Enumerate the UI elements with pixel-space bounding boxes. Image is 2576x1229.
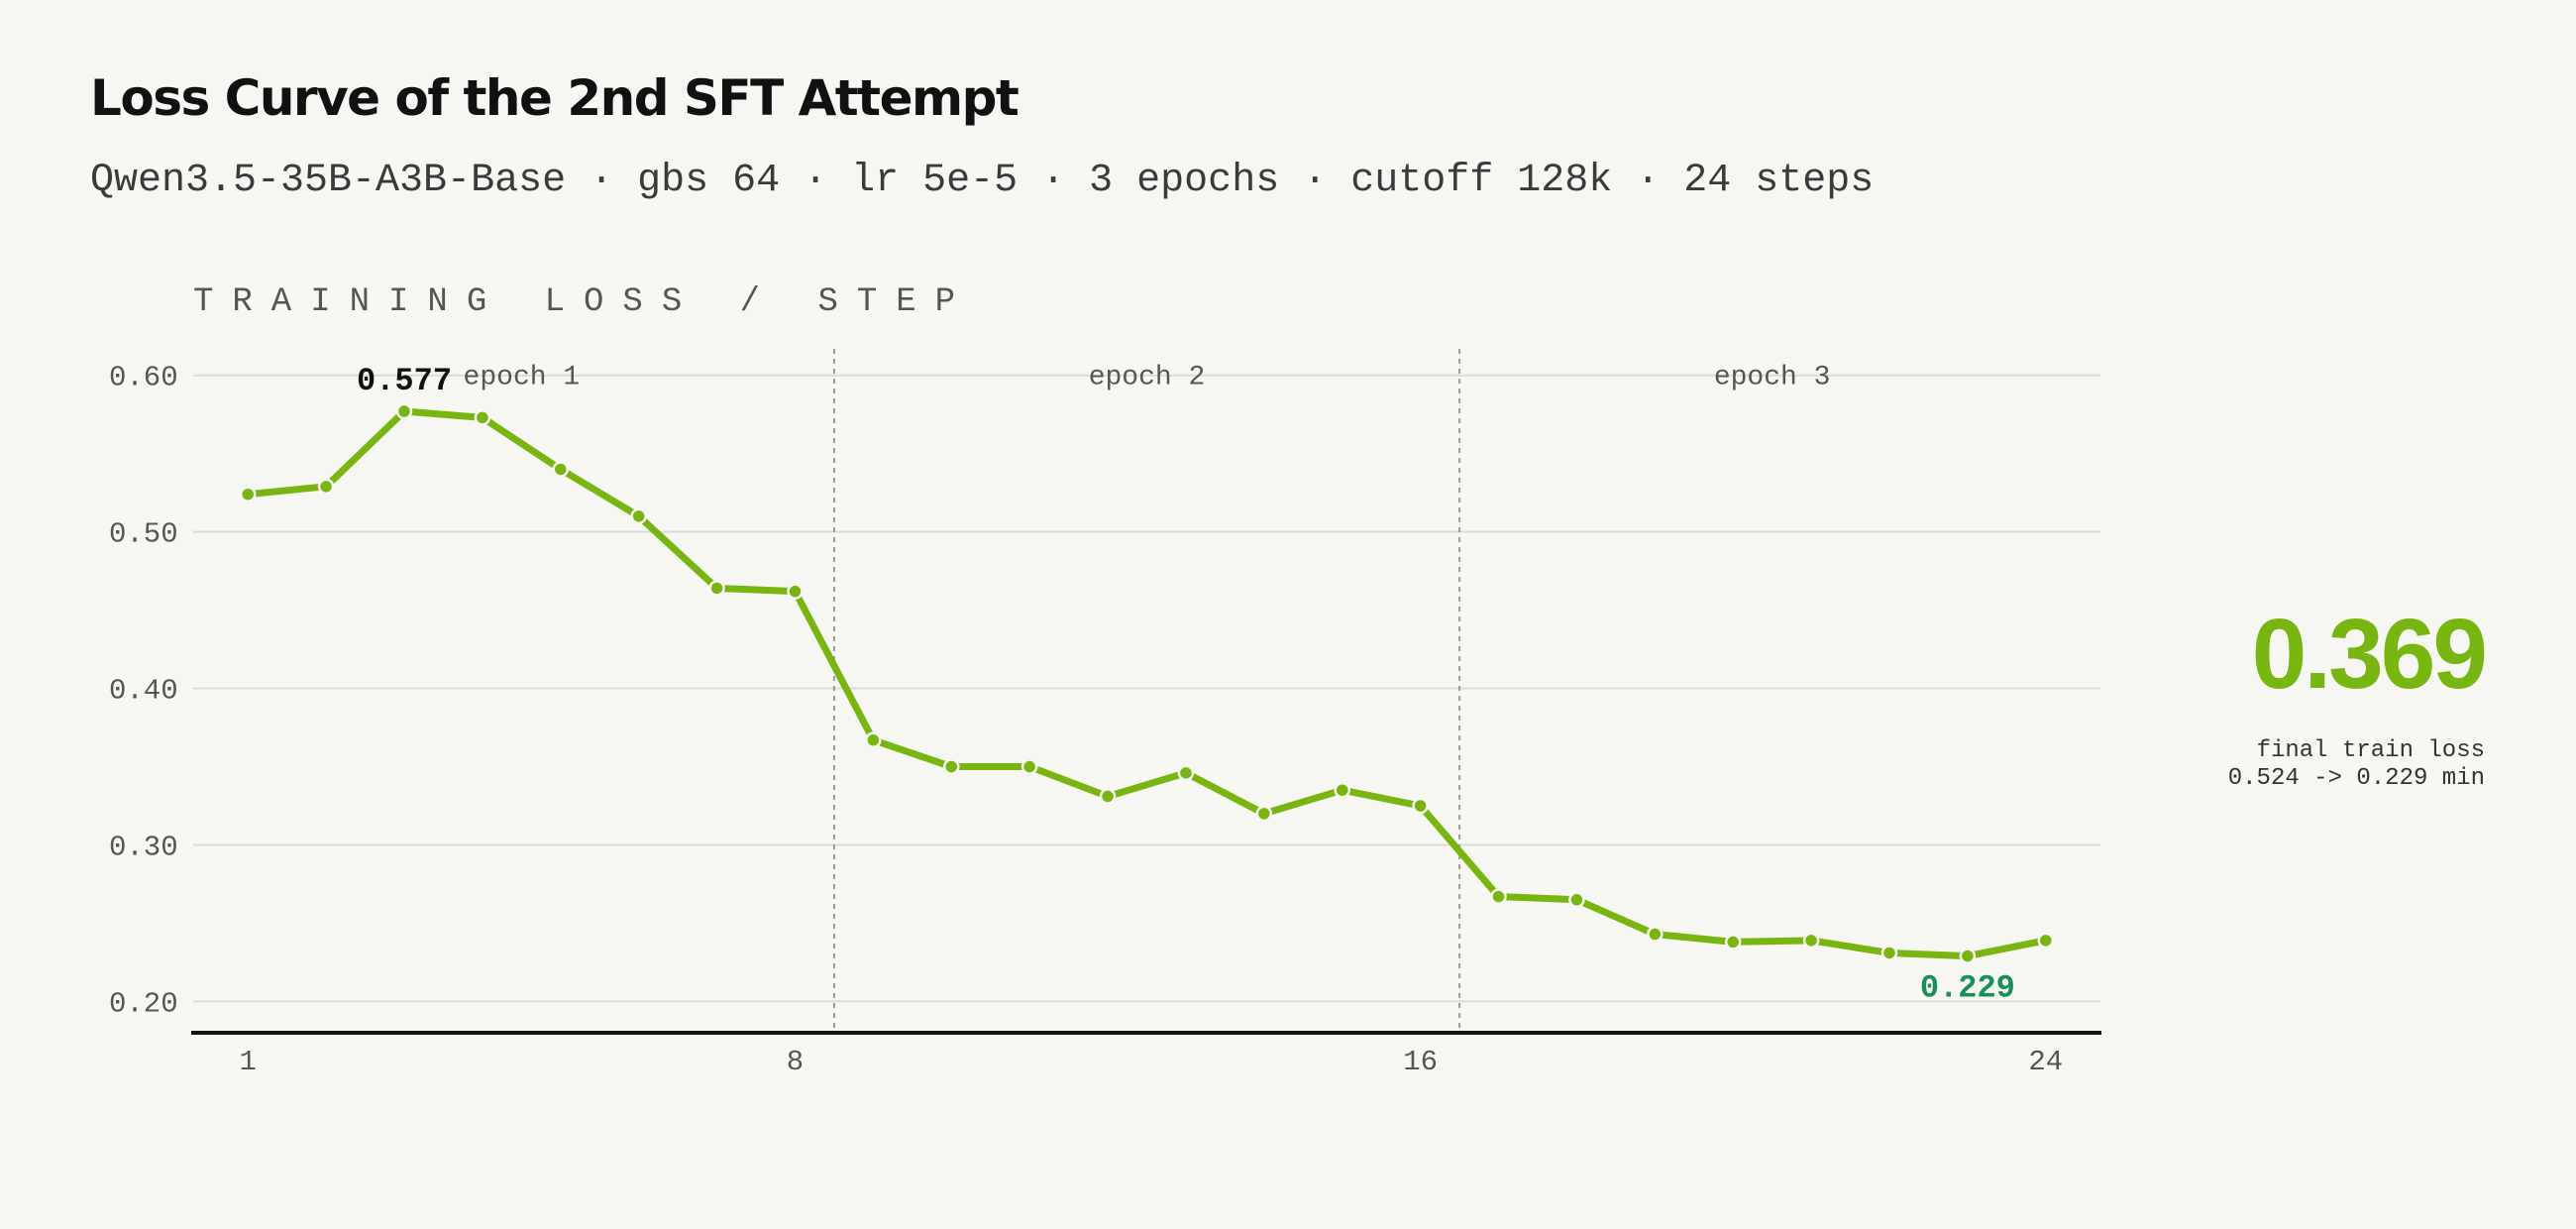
x-tick-label: 16 — [1403, 1046, 1438, 1078]
loss-point — [1568, 891, 1585, 909]
chart-section-label: TRAINING LOSS / STEP — [193, 283, 975, 321]
loss-point — [1255, 805, 1273, 823]
y-tick-label: 0.20 — [109, 987, 178, 1020]
chart-labels: 0.60 0.50 0.40 0.30 0.20 epoch 1 epoch 2 epoch … — [109, 362, 2063, 1078]
loss-point — [708, 580, 725, 597]
chart-title: Loss Curve of the 2nd SFT Attempt — [90, 69, 1020, 127]
loss-point — [2037, 932, 2055, 950]
loss-point — [1490, 888, 1507, 905]
loss-range-detail: 0.524 -> 0.229 min — [2227, 765, 2485, 792]
x-tick-label: 8 — [787, 1046, 804, 1078]
loss-point — [1412, 797, 1429, 815]
loss-point — [552, 461, 570, 478]
loss-point — [239, 486, 257, 503]
y-tick-label: 0.30 — [109, 831, 178, 863]
chart-subtitle: Qwen3.5-35B-A3B-Base · gbs 64 · lr 5e-5 … — [90, 159, 1875, 203]
loss-point — [943, 758, 960, 775]
summary-panel: 0.369 final train loss 0.524 -> 0.229 mi… — [2227, 599, 2488, 793]
min-loss-label: 0.229 — [1920, 970, 2015, 1007]
final-loss-caption: final train loss — [2256, 737, 2485, 764]
epoch-dividers — [832, 349, 1461, 1033]
loss-point — [865, 731, 882, 748]
loss-point — [474, 409, 491, 426]
x-tick-label: 1 — [240, 1046, 257, 1078]
loss-point — [1099, 788, 1117, 805]
loss-point — [1334, 781, 1350, 799]
x-tick-label: 24 — [2028, 1046, 2063, 1078]
loss-point — [1177, 764, 1195, 782]
loss-series — [239, 402, 2055, 964]
loss-point — [317, 478, 335, 496]
epoch-label: epoch 1 — [464, 363, 581, 393]
loss-point — [787, 583, 804, 600]
loss-point — [1724, 934, 1742, 950]
final-loss-value: 0.369 — [2251, 599, 2488, 710]
loss-point — [1802, 932, 1820, 950]
grid-lines — [193, 374, 2100, 1003]
loss-point — [1880, 945, 1898, 961]
y-tick-label: 0.50 — [109, 518, 178, 551]
loss-point — [630, 507, 647, 525]
loss-point — [1959, 948, 1977, 964]
loss-chart: 0.60 0.50 0.40 0.30 0.20 epoch 1 epoch 2 epoch … — [109, 349, 2101, 1078]
y-tick-label: 0.60 — [109, 362, 178, 394]
loss-point — [1020, 758, 1038, 775]
loss-point — [1647, 926, 1664, 943]
loss-point — [395, 402, 413, 420]
y-tick-label: 0.40 — [109, 675, 178, 708]
loss-line — [244, 407, 2050, 960]
epoch-label: epoch 2 — [1089, 363, 1206, 393]
max-loss-label: 0.577 — [357, 363, 452, 399]
epoch-label: epoch 3 — [1714, 363, 1831, 393]
